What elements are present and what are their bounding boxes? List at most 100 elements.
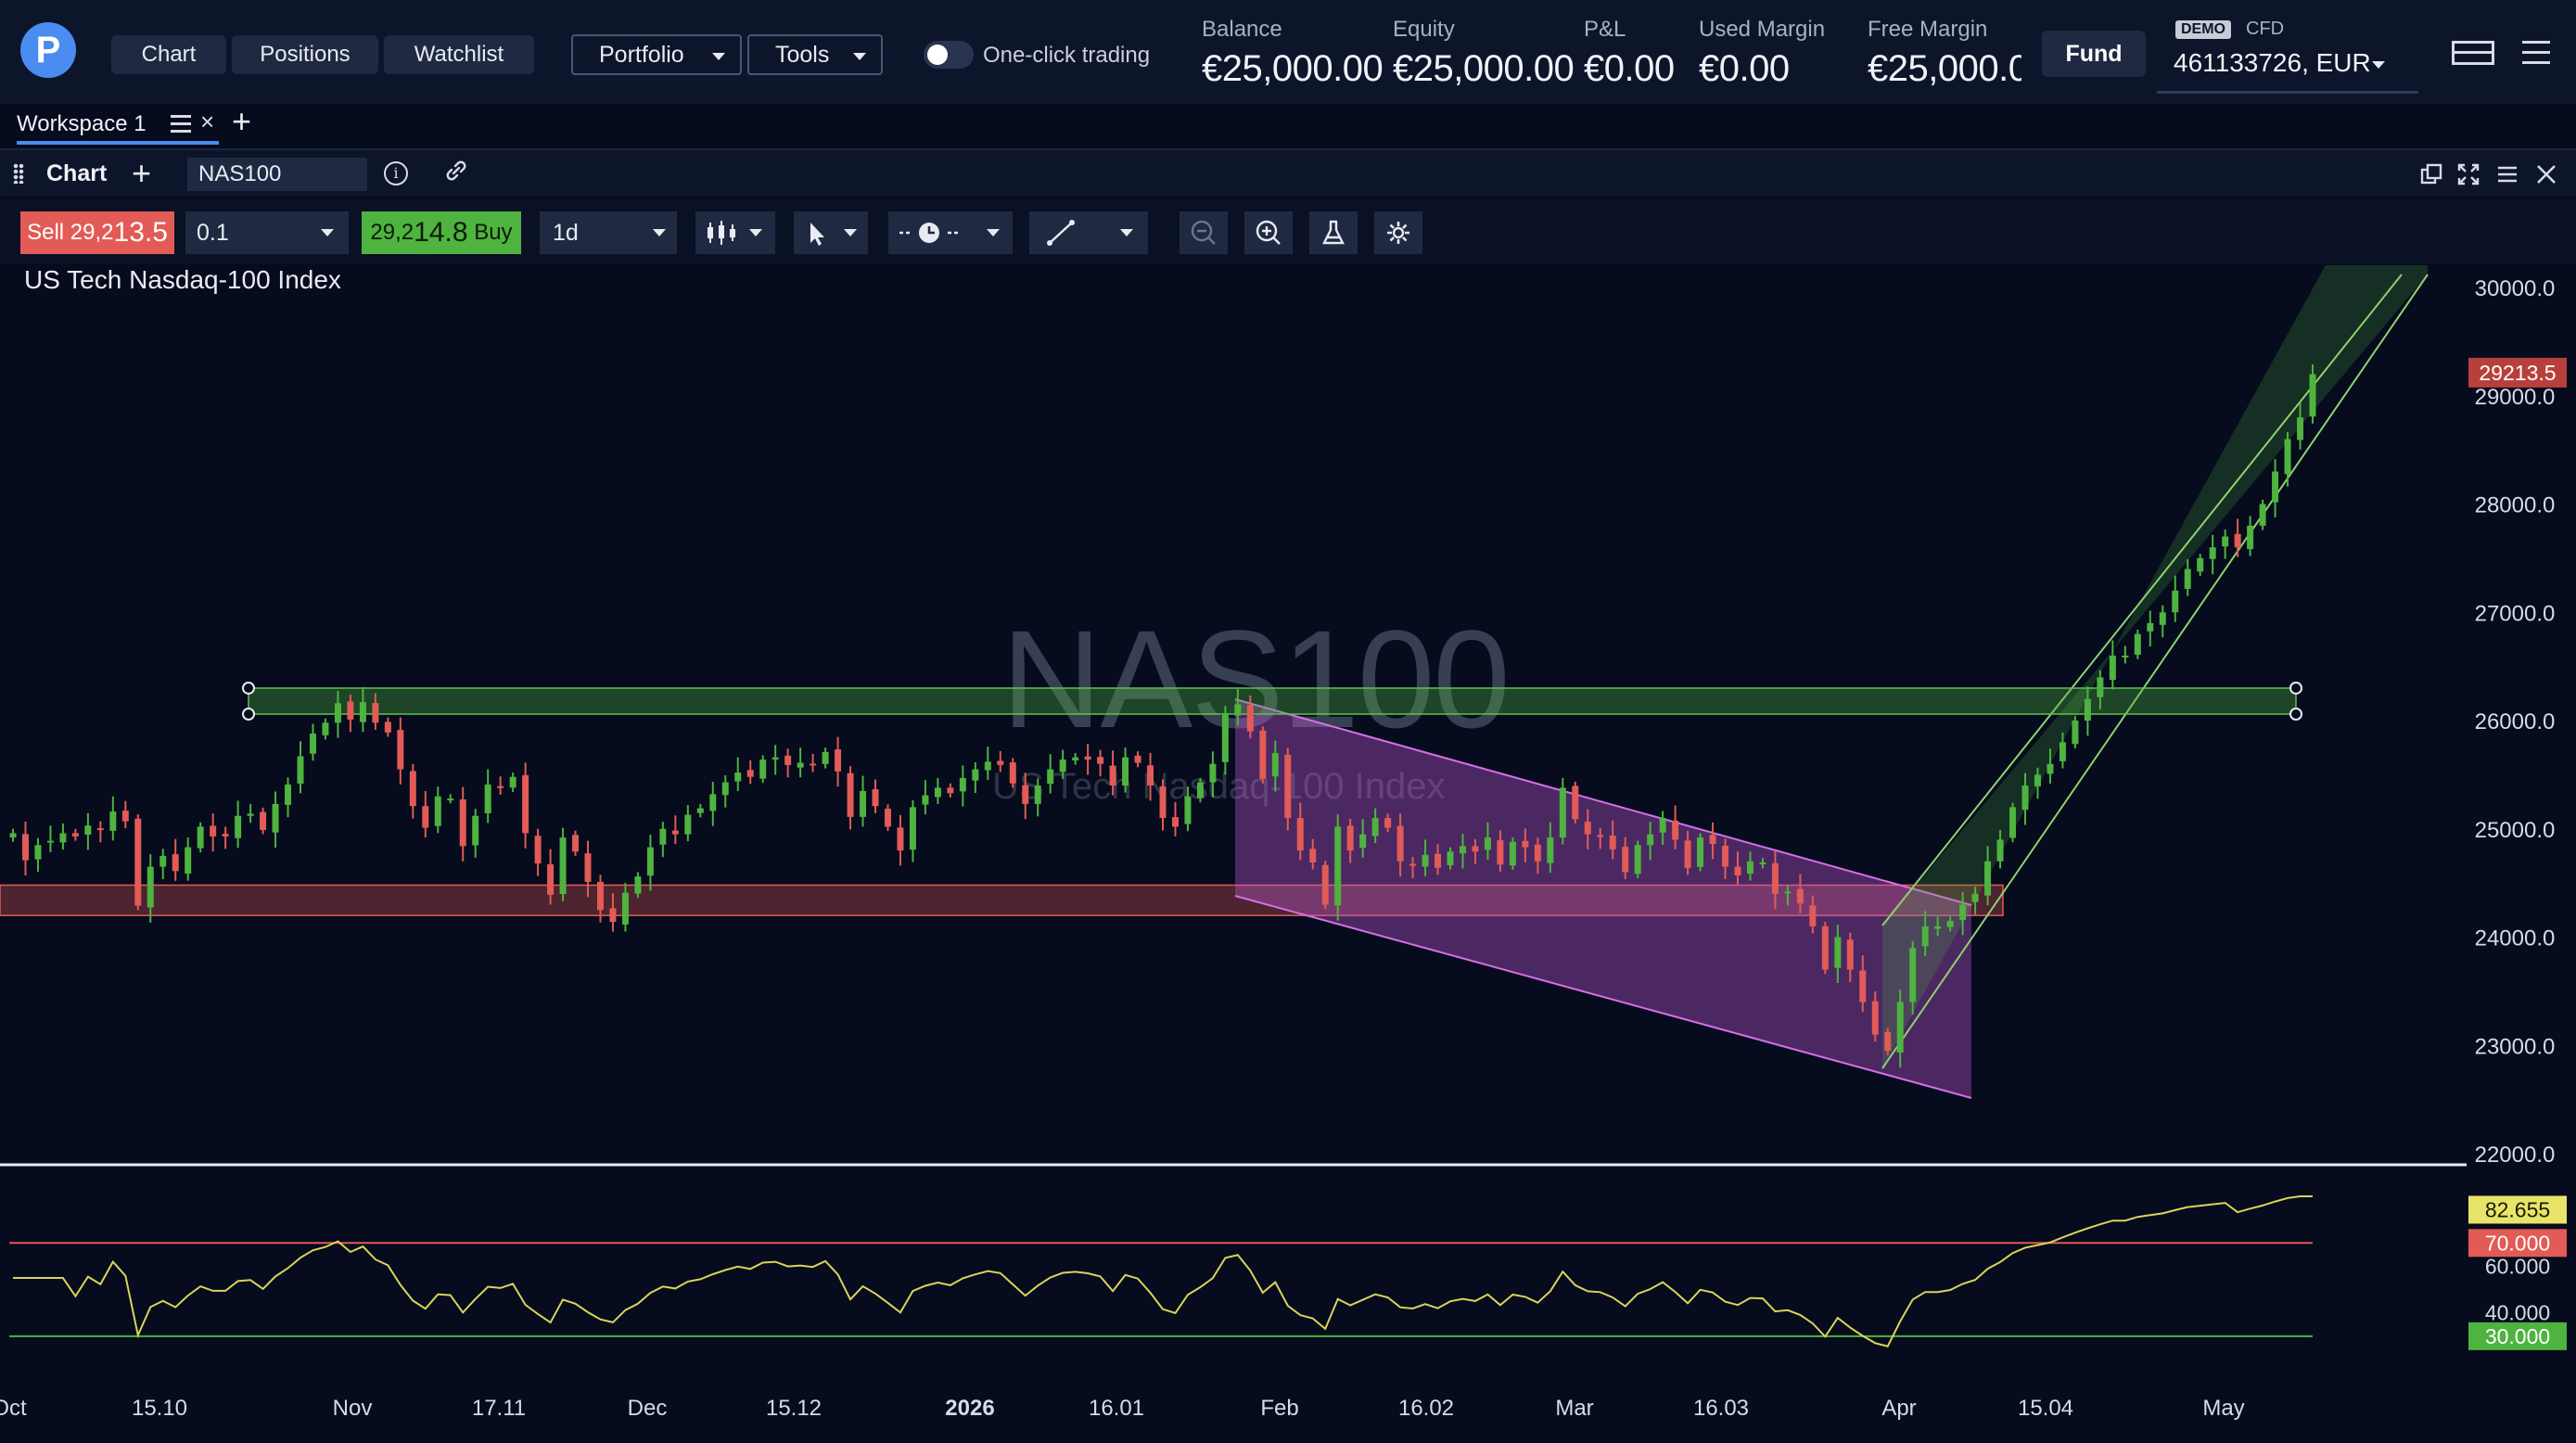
time-axis-label: Feb <box>1260 1396 1298 1421</box>
workspace-tab[interactable]: Workspace 1 <box>17 108 147 141</box>
candle-body <box>121 811 129 822</box>
candle-body <box>1084 756 1091 760</box>
nav-chart-button[interactable]: Chart <box>111 35 226 74</box>
candle-body <box>222 834 229 836</box>
candle-body <box>621 892 629 925</box>
add-workspace-icon[interactable]: + <box>232 102 252 140</box>
one-click-trading-toggle[interactable] <box>924 41 974 69</box>
link-icon[interactable] <box>443 158 469 184</box>
popout-icon[interactable] <box>2418 161 2444 187</box>
account-selector[interactable]: 461133726, EUR <box>2174 48 2371 77</box>
tools-dropdown[interactable]: Tools <box>747 34 883 75</box>
candle-body <box>1884 1031 1892 1052</box>
candle-body <box>1022 785 1029 804</box>
candle-body <box>1647 834 1654 846</box>
candle-body <box>1422 854 1429 867</box>
candle-body <box>2172 590 2179 613</box>
top-bar: P Chart Positions Watchlist Portfolio To… <box>0 0 2576 104</box>
chevron-down-icon <box>749 229 762 236</box>
drag-handle-icon[interactable] <box>13 163 24 184</box>
balance-metric: Balance €25,000.00 <box>1202 17 1384 90</box>
indicators-button[interactable] <box>1309 211 1358 254</box>
list-icon[interactable] <box>171 115 191 134</box>
chart-area[interactable]: NAS100 US Tech Nasdaq-100 Index 30000.0 2… <box>0 265 2576 1443</box>
fund-button[interactable]: Fund <box>2042 31 2146 77</box>
cursor-tool-dropdown[interactable] <box>794 211 868 254</box>
candle-body <box>2197 557 2204 572</box>
candle-body <box>1171 817 1179 827</box>
rsi-axis-tag <box>2468 1229 2567 1258</box>
candle-body <box>784 755 792 765</box>
candle-body <box>272 803 279 833</box>
cursor-icon <box>810 223 824 246</box>
candle-body <box>934 787 941 798</box>
time-axis-label: Oct <box>0 1396 27 1421</box>
candle-body <box>1447 851 1454 865</box>
drawing-tool-dropdown[interactable] <box>1029 211 1148 254</box>
candle-body <box>909 807 916 850</box>
workspace-tab-label: Workspace 1 <box>17 111 147 136</box>
time-axis-label: 17.11 <box>472 1396 526 1421</box>
panel-menu-icon[interactable] <box>2494 161 2520 187</box>
nav-positions-button[interactable]: Positions <box>232 35 378 74</box>
candle-body <box>1934 926 1942 929</box>
close-icon[interactable] <box>2533 161 2559 187</box>
close-icon[interactable]: × <box>200 108 215 135</box>
settings-button[interactable] <box>1374 211 1422 254</box>
hamburger-menu-icon[interactable] <box>2522 41 2550 65</box>
candle-body <box>434 796 441 826</box>
used-margin-metric: Used Margin €0.00 <box>1699 17 1825 90</box>
zoom-out-button[interactable] <box>1180 211 1228 254</box>
symbol-input[interactable] <box>187 158 367 191</box>
buy-price-big: 14.8 <box>414 217 468 248</box>
candle-body <box>1371 818 1379 836</box>
chevron-down-icon[interactable] <box>2372 61 2385 69</box>
candle-body <box>1771 862 1779 894</box>
equity-value: €25,000.00 <box>1393 48 1575 89</box>
time-tool-dropdown[interactable] <box>888 211 1013 254</box>
rsi-axis-tag <box>2468 1322 2567 1350</box>
timeframe-select[interactable]: 1d <box>540 211 677 254</box>
brand-logo[interactable]: P <box>20 22 76 78</box>
portfolio-label: Portfolio <box>599 41 684 68</box>
candle-body <box>1734 866 1741 875</box>
sell-button[interactable]: Sell 29,2 13.5 <box>20 211 174 254</box>
candle-body <box>2134 633 2141 656</box>
portfolio-dropdown[interactable]: Portfolio <box>571 34 742 75</box>
rsi-axis-label: 40.000 <box>2485 1301 2550 1325</box>
zoom-in-button[interactable] <box>1244 211 1293 254</box>
candle-body <box>972 769 979 781</box>
candle-body <box>1759 862 1766 864</box>
quantity-select[interactable]: 0.1 <box>185 211 349 254</box>
candle-body <box>2059 742 2066 761</box>
price-chart[interactable]: 30000.0 29000.0 28000.0 27000.0 26000.0 25000… <box>0 265 2576 1443</box>
candle-body <box>172 854 179 872</box>
chart-type-dropdown[interactable] <box>695 211 775 254</box>
buy-button[interactable]: 29,2 14.8 Buy <box>362 211 521 254</box>
candle-body <box>634 876 642 894</box>
used-margin-label: Used Margin <box>1699 17 1826 42</box>
info-icon[interactable]: i <box>384 161 408 185</box>
maximize-icon[interactable] <box>2455 161 2481 187</box>
candle-body <box>709 794 717 811</box>
nav-watchlist-button[interactable]: Watchlist <box>384 35 534 74</box>
layout-icon[interactable] <box>2452 41 2494 65</box>
candle-body <box>746 770 754 777</box>
rsi-axis-tag-label: 30.000 <box>2485 1324 2550 1348</box>
add-chart-icon[interactable]: + <box>132 154 152 192</box>
candle-body <box>1984 861 1992 896</box>
time-axis-label: Apr <box>1881 1396 1916 1421</box>
candle-body <box>1034 785 1041 804</box>
chevron-down-icon <box>712 53 725 60</box>
candle-body <box>2084 698 2091 721</box>
candle-body <box>584 853 592 882</box>
quantity-value: 0.1 <box>197 219 229 246</box>
candle-body <box>1722 845 1729 867</box>
candle-body <box>96 828 104 831</box>
candle-body <box>1959 904 1967 921</box>
current-price-tag <box>2468 357 2567 388</box>
candle-body <box>2159 612 2166 625</box>
candle-body <box>197 826 204 849</box>
instrument-name: US Tech Nasdaq-100 Index <box>24 265 341 294</box>
candle-body <box>1109 765 1116 786</box>
